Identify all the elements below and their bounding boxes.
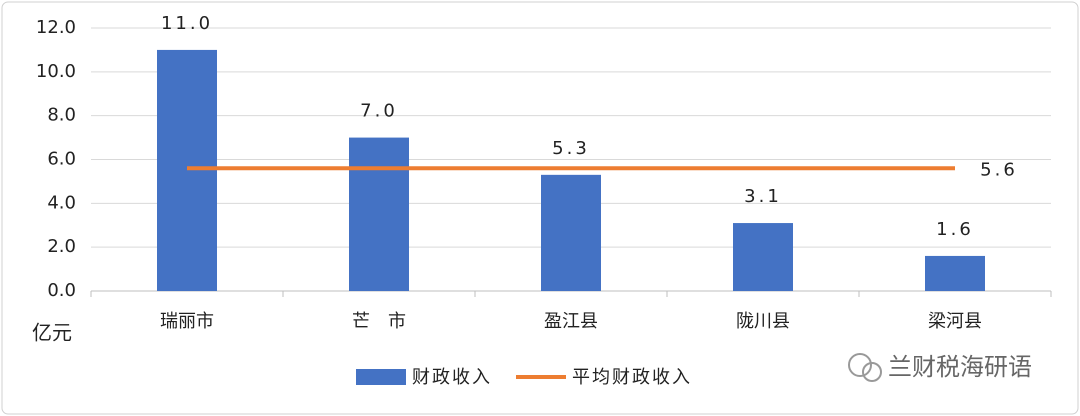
y-tick-label: 6.0 <box>47 149 76 170</box>
legend-label: 平均财政收入 <box>572 367 692 388</box>
bar <box>157 49 217 291</box>
watermark-icon <box>848 353 882 382</box>
y-tick-label: 8.0 <box>47 105 76 126</box>
bar <box>733 223 793 291</box>
bar <box>541 174 601 291</box>
y-axis-label: 亿元 <box>32 321 72 345</box>
bar <box>925 255 985 291</box>
x-tick-label: 瑞丽市 <box>160 311 214 332</box>
x-tick-label: 陇川县 <box>736 311 790 332</box>
watermark: 兰财税海研语 <box>888 353 1032 381</box>
y-tick-label: 0.0 <box>47 280 76 301</box>
x-tick-label: 芒 市 <box>352 311 406 332</box>
data-label: 11.0 <box>161 13 213 34</box>
data-label: 5.6 <box>980 159 1018 180</box>
x-tick-label: 梁河县 <box>928 311 982 332</box>
data-label: 1.6 <box>936 219 974 240</box>
y-tick-label: 10.0 <box>36 61 76 82</box>
data-label: 3.1 <box>744 186 782 207</box>
legend-label: 财政收入 <box>412 367 492 388</box>
x-tick-label: 盈江县 <box>544 311 598 332</box>
data-label: 7.0 <box>360 101 398 122</box>
y-tick-label: 4.0 <box>47 192 76 213</box>
y-tick-label: 12.0 <box>36 17 76 38</box>
y-tick-label: 2.0 <box>47 236 76 257</box>
bar <box>349 137 409 291</box>
data-label: 5.3 <box>552 138 590 159</box>
legend-swatch <box>356 369 406 385</box>
